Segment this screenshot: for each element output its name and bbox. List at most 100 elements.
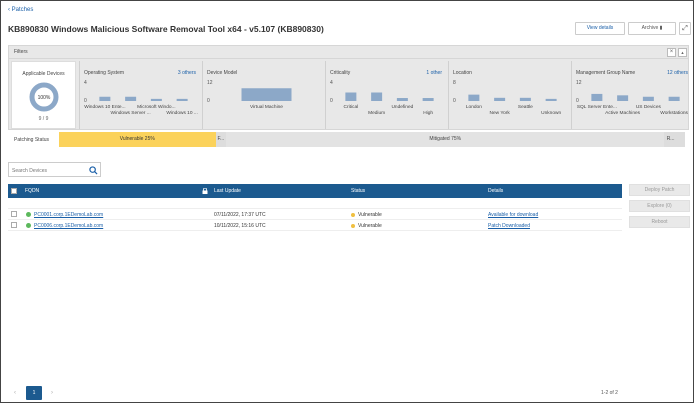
criticality-filter-title: Criticality: [330, 70, 351, 76]
y-axis-max-label: 12: [576, 80, 582, 86]
operating-system-others-link[interactable]: 3 others: [177, 70, 196, 76]
filter-bar[interactable]: [176, 98, 188, 101]
filter-bar[interactable]: [241, 88, 292, 101]
filter-bar[interactable]: [468, 94, 480, 101]
management-group-filter-panel[interactable]: Management Group Name 12 others 12 0 SQL Ser…: [571, 61, 692, 129]
devices-table: FQDN Last Update Status Details PC0001.c…: [8, 184, 622, 231]
category-label: Microsoft Windo...: [137, 104, 175, 110]
filter-bar[interactable]: [422, 98, 434, 101]
table-row[interactable]: PC0006.corp.1EDemoLab.com 10/11/2022, 15…: [8, 220, 622, 231]
status-cell: Vulnerable: [351, 212, 382, 218]
category-label: London: [466, 104, 482, 110]
management-group-others-link[interactable]: 12 others: [667, 70, 688, 76]
search-input[interactable]: [12, 165, 86, 176]
collapse-filters-icon[interactable]: ▲: [678, 48, 687, 57]
filter-bar[interactable]: [668, 96, 680, 101]
select-all-checkbox[interactable]: [11, 188, 17, 194]
filter-bar[interactable]: [519, 97, 531, 101]
column-header-status[interactable]: Status: [351, 188, 366, 194]
deploy-patch-button[interactable]: Deploy Patch: [629, 184, 690, 196]
filter-bar[interactable]: [494, 97, 506, 101]
applicable-devices-count: 9 / 9: [38, 116, 49, 122]
archive-button[interactable]: Archive ▮: [628, 22, 676, 35]
status-text: Vulnerable: [358, 223, 382, 229]
column-header-details[interactable]: Details: [488, 188, 504, 194]
y-axis-min-label: 0: [207, 98, 210, 104]
pager-page-1[interactable]: 1: [26, 386, 42, 400]
category-label: New York: [489, 110, 510, 116]
patching-status-r-segment[interactable]: R...: [666, 136, 675, 142]
details-link[interactable]: Patch Downloaded: [488, 223, 530, 229]
applicable-devices-title: Applicable Devices: [22, 71, 65, 77]
vulnerable-dot-icon: [351, 223, 355, 228]
filters-label: Filters: [14, 49, 28, 55]
device-fqdn-link[interactable]: PC0006.corp.1EDemoLab.com: [34, 223, 104, 229]
search-icon[interactable]: [89, 166, 98, 175]
filter-bar[interactable]: [591, 93, 603, 101]
reboot-button[interactable]: Reboot: [629, 216, 690, 228]
details-link[interactable]: Available for download: [488, 212, 539, 218]
vulnerable-dot-icon: [351, 212, 355, 217]
category-label: Undefined: [391, 104, 413, 110]
filter-bar[interactable]: [125, 96, 137, 101]
category-label: US Devices: [636, 104, 662, 110]
category-label: Windows Server ...: [110, 110, 150, 116]
view-details-button[interactable]: View details: [575, 22, 625, 35]
device-model-bar-chart: 12 0 Virtual Machine: [207, 80, 292, 110]
device-model-filter-panel[interactable]: Device Model 12 0 Virtual Machine: [202, 61, 323, 129]
location-filter-panel[interactable]: Location 8 0 London Seattle New York Unknown: [448, 61, 569, 129]
table-header: FQDN Last Update Status Details: [8, 184, 622, 198]
device-fqdn-link[interactable]: PC0001.corp.1EDemoLab.com: [34, 212, 104, 218]
y-axis-max-label: 12: [207, 80, 213, 86]
search-box: [8, 162, 101, 177]
online-status-icon: [26, 223, 31, 228]
category-label: Windows 10 ...: [166, 110, 197, 116]
applicable-devices-panel[interactable]: Applicable Devices 100% 9 / 9: [11, 61, 76, 129]
lock-icon: [202, 188, 208, 194]
filter-bar[interactable]: [150, 98, 162, 101]
criticality-others-link[interactable]: 1 other: [426, 70, 442, 76]
filter-bar[interactable]: [617, 95, 629, 101]
patching-status-vulnerable-segment[interactable]: Vulnerable 25%: [59, 132, 216, 147]
category-label: SQL Server Ente...: [577, 104, 617, 110]
online-status-icon: [26, 212, 31, 217]
filter-bar[interactable]: [642, 96, 654, 101]
explore-button[interactable]: Explore (0): [629, 200, 690, 212]
expand-icon[interactable]: ⤢: [679, 22, 691, 35]
category-label: Critical: [344, 104, 359, 110]
category-label: Active Machines: [605, 110, 641, 116]
filter-bar[interactable]: [99, 96, 111, 101]
filter-bar[interactable]: [545, 98, 557, 101]
table-spacer: [8, 198, 622, 209]
row-checkbox[interactable]: [11, 222, 17, 228]
criticality-filter-panel[interactable]: Criticality 1 other 4 0 Critical Undefined Med…: [325, 61, 446, 129]
patching-status-label: Patching Status: [14, 137, 50, 143]
filter-bar[interactable]: [345, 92, 357, 102]
pager-prev-icon[interactable]: ‹: [14, 390, 16, 396]
pager-next-icon[interactable]: ›: [51, 390, 53, 396]
operating-system-filter-panel[interactable]: Operating System 3 others 4 0 Windows 10 Ent…: [79, 61, 200, 129]
category-label: Seattle: [518, 104, 533, 110]
column-header-last-update[interactable]: Last Update: [214, 188, 241, 194]
criticality-bar-chart: 4 0 Critical Undefined Medium High: [330, 80, 434, 116]
filter-bar[interactable]: [396, 98, 408, 101]
row-checkbox[interactable]: [11, 211, 17, 217]
y-axis-min-label: 0: [576, 98, 579, 104]
last-update-cell: 07/11/2022, 17:37 UTC: [214, 212, 266, 218]
back-to-patches-link[interactable]: ‹ Patches: [8, 7, 34, 13]
category-label: Virtual Machine: [250, 104, 283, 110]
table-row[interactable]: PC0001.corp.1EDemoLab.com 07/11/2022, 17…: [8, 209, 622, 220]
filters-header: Filters × ▲: [9, 46, 688, 59]
clear-filters-icon[interactable]: ×: [667, 48, 676, 57]
y-axis-max-label: 4: [84, 80, 87, 86]
page-title: KB890830 Windows Malicious Software Remo…: [8, 24, 324, 34]
location-filter-title: Location: [453, 70, 472, 76]
filter-bar[interactable]: [371, 92, 383, 102]
location-bar-chart: 8 0 London Seattle New York Unknown: [453, 80, 561, 116]
patching-status-mitigated-segment[interactable]: Mitigated 75%: [226, 132, 665, 147]
last-update-cell: 10/11/2022, 15:16 UTC: [214, 223, 266, 229]
column-header-fqdn[interactable]: FQDN: [25, 188, 40, 194]
patching-status-f-segment[interactable]: F...: [217, 136, 225, 142]
